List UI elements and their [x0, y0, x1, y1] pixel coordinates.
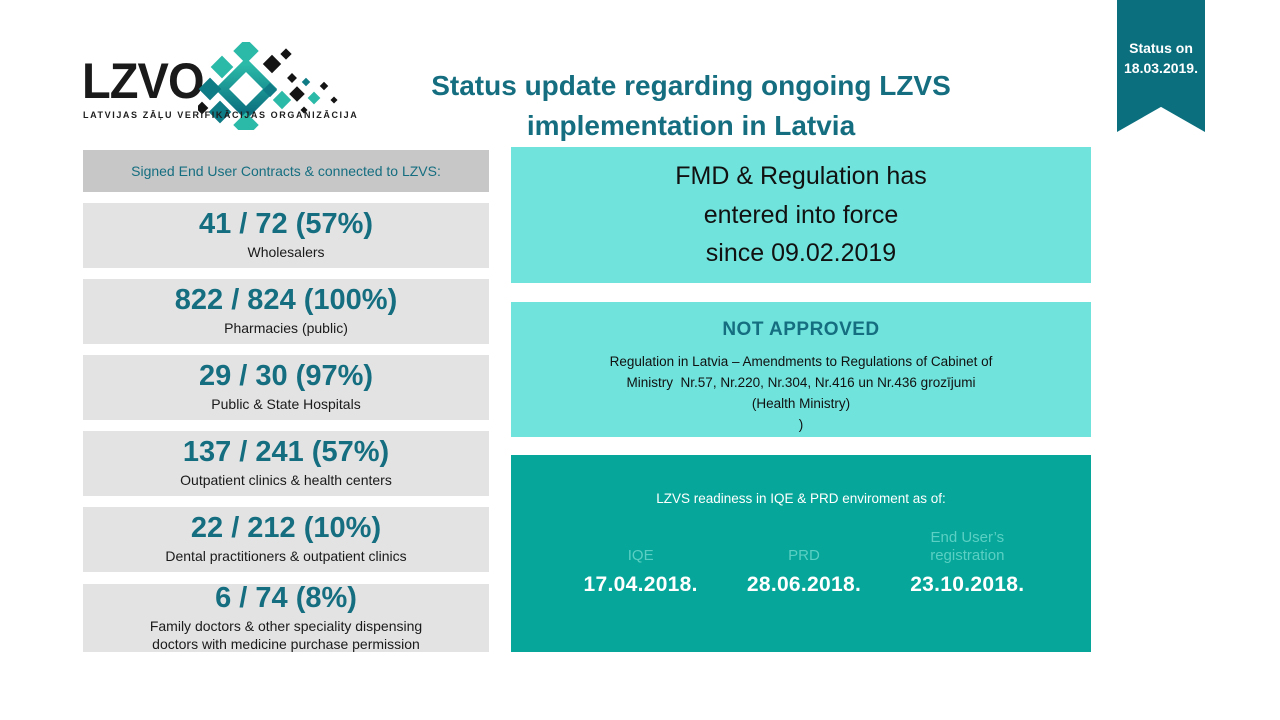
readiness-column-prd: PRD 28.06.2018.	[722, 524, 885, 597]
readiness-column-date: 28.06.2018.	[746, 573, 862, 596]
stat-value: 6 / 74 (8%)	[215, 581, 357, 614]
readiness-column-date: 23.10.2018.	[910, 573, 1025, 596]
stat-value: 29 / 30 (97%)	[198, 360, 374, 393]
fmd-in-force-text: FMD & Regulation has entered into force …	[675, 161, 927, 268]
stat-box-hospitals: 29 / 30 (97%) Public & State Hospitals	[83, 355, 489, 420]
status-ribbon-text: Status on 18.03.2019.	[1124, 40, 1198, 77]
lzvo-logo: LZVO LATVIJAS ZĀĻU VERIFIKĀCIJAS ORGANIZ…	[80, 42, 400, 130]
readiness-column-label: End User’s registration	[930, 528, 1005, 565]
contracts-panel: Signed End User Contracts & connected to…	[83, 150, 489, 652]
stat-box-family-doctors: 6 / 74 (8%) Family doctors & other speci…	[83, 581, 489, 652]
stat-box-dental-practitioners: 22 / 212 (10%) Dental practitioners & ou…	[83, 507, 489, 572]
readiness-column-end-user-registration: End User’s registration 23.10.2018.	[886, 524, 1049, 597]
readiness-columns: IQE 17.04.2018. PRD 28.06.2018. End User…	[511, 524, 1091, 597]
stat-value: 137 / 241 (57%)	[182, 436, 390, 469]
stat-value: 22 / 212 (10%)	[190, 512, 382, 545]
stat-value: 822 / 824 (100%)	[174, 284, 398, 317]
stat-box-outpatient-clinics: 137 / 241 (57%) Outpatient clinics & hea…	[83, 431, 489, 496]
not-approved-body: Regulation in Latvia – Amendments to Reg…	[609, 354, 993, 432]
right-column: FMD & Regulation has entered into force …	[511, 147, 1091, 652]
not-approved-heading: NOT APPROVED	[722, 319, 880, 340]
stat-label: Public & State Hospitals	[211, 396, 361, 413]
lzvo-wordmark: LZVO	[82, 53, 205, 109]
contracts-panel-header: Signed End User Contracts & connected to…	[83, 150, 489, 192]
stat-label: Outpatient clinics & health centers	[180, 472, 392, 489]
readiness-column-iqe: IQE 17.04.2018.	[559, 524, 722, 597]
lzvo-pixel-diamond-icon	[198, 42, 338, 130]
lzvo-subtitle: LATVIJAS ZĀĻU VERIFIKĀCIJAS ORGANIZĀCIJA	[83, 110, 359, 120]
page-title: Status update regarding ongoing LZVS imp…	[431, 70, 951, 142]
stat-label: Wholesalers	[247, 244, 325, 261]
status-ribbon: Status on 18.03.2019.	[1117, 0, 1205, 132]
stat-label: Family doctors & other speciality dispen…	[149, 617, 423, 652]
stat-box-pharmacies: 822 / 824 (100%) Pharmacies (public)	[83, 279, 489, 344]
readiness-column-label: IQE	[627, 547, 654, 565]
readiness-column-date: 17.04.2018.	[583, 573, 698, 596]
readiness-column-label: PRD	[788, 547, 820, 565]
readiness-title: LZVS readiness in IQE & PRD enviroment a…	[656, 491, 946, 506]
stat-label: Pharmacies (public)	[224, 320, 348, 337]
readiness-box: LZVS readiness in IQE & PRD enviroment a…	[511, 455, 1091, 652]
stat-box-wholesalers: 41 / 72 (57%) Wholesalers	[83, 203, 489, 268]
stat-value: 41 / 72 (57%)	[198, 208, 374, 241]
not-approved-box: NOT APPROVED Regulation in Latvia – Amen…	[511, 302, 1091, 437]
fmd-in-force-box: FMD & Regulation has entered into force …	[511, 147, 1091, 283]
stat-label: Dental practitioners & outpatient clinic…	[165, 548, 407, 565]
